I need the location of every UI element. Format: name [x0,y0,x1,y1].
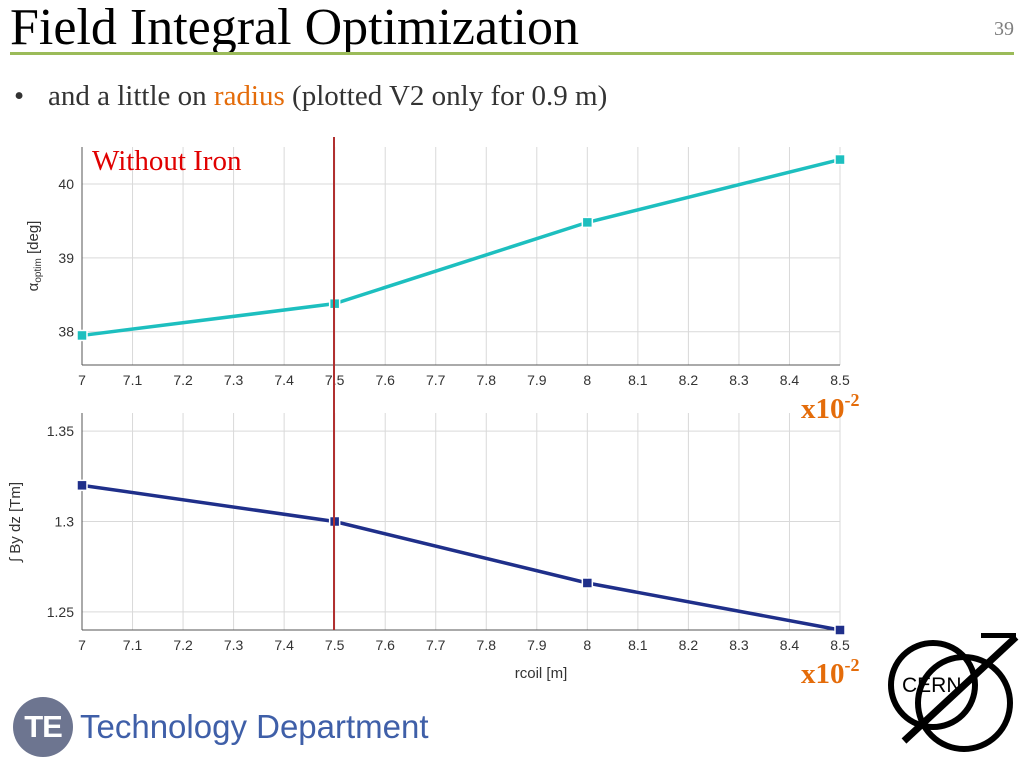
y-label-symbol: α [25,282,42,291]
x-tick-label: 8.3 [729,372,749,388]
x-tick-label: 7.2 [173,637,193,653]
x-tick-label: 7.2 [173,372,193,388]
bullet-highlight: radius [213,80,285,112]
bullet-icon: • [14,80,25,112]
x-tick-label: 7.4 [274,372,294,388]
x-tick-label: 7.6 [375,637,395,653]
slide-title: Field Integral Optimization [10,0,579,56]
x-tick-label: 7.6 [375,372,395,388]
y-tick-label: 40 [58,176,74,192]
y-axis-label: ∫ By dz [Tm] [7,482,24,563]
x-tick-label: 8.1 [628,372,648,388]
data-point [76,329,88,342]
x-tick-label: 7.8 [477,372,497,388]
bullet-text: • and a little on radius (plotted V2 only… [14,80,607,113]
x-tick-label: 8 [583,372,591,388]
series-line [81,483,841,632]
y-tick-label: 1.3 [55,514,75,530]
x-axis-label: rcoil [m] [515,665,568,682]
data-point [834,624,846,636]
bullet-prefix: and a little on [48,80,214,112]
x-tick-label: 7.3 [224,637,244,653]
scale-label-bottom: x10-2 [801,655,860,690]
x-tick-label: 7.1 [123,637,143,653]
data-point [834,153,846,166]
x-tick-label: 7.5 [325,637,345,653]
y-tick-label: 38 [58,324,74,340]
scale-bottom-exp: -2 [845,655,860,675]
y-tick-label: 1.25 [47,604,74,620]
y-axis-label: αoptim [deg] [25,221,44,292]
bullet-suffix: (plotted V2 only for 0.9 m) [284,80,608,112]
x-tick-label: 8.4 [780,637,800,653]
series-line [81,157,841,338]
data-point [581,577,594,589]
cern-logo-text: CERN [902,674,962,697]
x-tick-label: 7.4 [274,637,294,653]
scale-label-top: x10-2 [801,390,860,425]
x-tick-label: 8.3 [729,637,749,653]
x-tick-label: 8.5 [830,637,850,653]
x-tick-label: 8 [583,637,591,653]
without-iron-label: Without Iron [92,145,242,177]
x-tick-label: 8.2 [679,372,699,388]
x-tick-label: 8.4 [780,372,800,388]
x-tick-label: 7.7 [426,637,446,653]
x-tick-label: 7.7 [426,372,446,388]
x-tick-label: 7.9 [527,372,547,388]
y-label-subscript: optim [33,258,44,282]
title-underline [10,52,1014,55]
y-tick-label: 39 [58,250,74,266]
x-tick-label: 7.3 [224,372,244,388]
department-name: Technology Department [80,708,429,745]
data-point [76,479,88,492]
cern-logo: CERN [888,633,1019,752]
x-tick-label: 8.1 [628,637,648,653]
x-tick-label: 7.9 [527,637,547,653]
x-tick-label: 7 [78,372,86,388]
chart-alpha-optim: 77.17.27.37.47.57.67.77.87.988.18.28.38.… [25,147,850,388]
y-tick-label: 1.35 [47,423,74,439]
y-label-unit: [deg] [25,221,42,259]
data-point [581,216,594,229]
te-logo-badge: TE [13,697,73,757]
x-tick-label: 8.5 [830,372,850,388]
x-tick-label: 7.1 [123,372,143,388]
slide-number: 39 [994,18,1014,40]
scale-bottom-base: x10 [801,658,845,690]
x-tick-label: 8.2 [679,637,699,653]
x-tick-label: 7.8 [477,637,497,653]
scale-top-exp: -2 [845,390,860,410]
chart-field-integral: 7 7.1 7.2 7.3 7.4 7.5 7.6 7.7 7.8 7.9 8 8.1 8.2 8.3 8.… [7,413,850,682]
scale-top-base: x10 [801,393,845,425]
x-tick-label: 7 [78,637,86,653]
